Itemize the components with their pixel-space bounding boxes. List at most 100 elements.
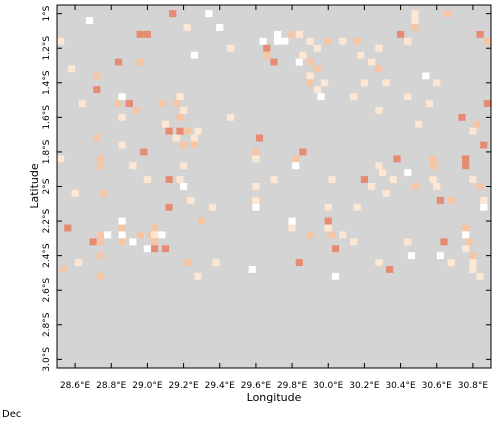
map-cell-light	[180, 162, 188, 170]
map-cell-medium	[198, 217, 206, 225]
map-cell-medium	[93, 134, 101, 142]
map-cell-light	[227, 113, 235, 121]
map-cell-medium	[288, 30, 296, 38]
x-tick-label: 29.4°E	[205, 381, 236, 391]
map-cell-medium	[465, 238, 473, 246]
map-cell-light	[190, 134, 198, 142]
map-cell-dark	[462, 162, 470, 170]
map-cell-medium	[483, 37, 491, 45]
map-cell-light	[212, 259, 220, 266]
map-cell-dark	[93, 86, 101, 94]
map-cell-light	[415, 120, 423, 128]
map-cell-medium	[96, 231, 104, 239]
map-cell-light	[375, 107, 383, 114]
map-cell-white	[118, 231, 126, 239]
map-cell-medium	[180, 141, 188, 149]
map-cell-light	[411, 10, 419, 18]
y-tick-label: 2.2°S	[42, 209, 52, 234]
map-cell-light	[462, 245, 470, 253]
map-cell-light	[433, 183, 441, 190]
x-tick-label: 30.4°E	[385, 381, 416, 391]
y-tick-label: 1.6°S	[42, 105, 52, 130]
map-cell-light	[295, 30, 303, 38]
x-tick-label: 29.0°E	[132, 381, 163, 391]
map-cell-light	[425, 100, 434, 107]
map-cell-white	[129, 238, 137, 246]
map-cell-light	[375, 259, 383, 266]
map-cell-light	[227, 44, 235, 52]
map-cell-medium	[96, 162, 104, 170]
map-cell-light	[306, 37, 314, 45]
map-cell-white	[462, 231, 470, 239]
map-cell-light	[129, 162, 137, 170]
x-axis-ticks: 28.6°E 28.8°E 29.0°E 29.2°E 29.4°E 29.6°E 29.8…	[60, 5, 488, 391]
map-cell-light	[350, 238, 358, 246]
map-cell-white	[180, 183, 188, 190]
map-cell-medium	[136, 58, 144, 66]
y-axis-ticks: 1°S 1.2°S 1.4°S 1.6°S 1.8°S 2°S 2.2°S 2.4°S 2.6°…	[42, 5, 491, 372]
map-cell-light	[183, 24, 191, 31]
map-cell-light	[252, 183, 260, 190]
map-cell-light	[118, 141, 126, 149]
map-cell-dark	[125, 100, 133, 107]
map-cell-white	[274, 37, 282, 45]
map-cell-light	[382, 79, 390, 87]
map-cell-light	[469, 259, 477, 266]
map-cell-dark	[458, 113, 466, 121]
map-cell-medium	[429, 155, 437, 163]
map-cell-medium	[263, 51, 271, 59]
map-cell-dark	[255, 134, 264, 142]
y-tick-label: 3.0°S	[42, 347, 52, 372]
map-cell-white	[292, 162, 300, 170]
map-cell-light	[368, 58, 376, 66]
map-cell-dark	[263, 44, 271, 52]
y-tick-label: 2.4°S	[42, 243, 52, 268]
x-axis-label: Longitude	[247, 391, 302, 404]
map-cell-light	[194, 127, 202, 135]
map-cell-light	[57, 37, 65, 45]
map-cell-dark	[270, 58, 278, 66]
map-cell-light	[469, 176, 477, 183]
map-cell-medium	[176, 113, 184, 121]
map-cell-medium	[292, 155, 300, 163]
map-cell-light	[252, 155, 260, 163]
map-cell-medium	[118, 224, 126, 232]
y-tick-label: 1°S	[42, 5, 52, 21]
map-cell-medium	[60, 266, 68, 273]
map-cell-medium	[151, 224, 159, 232]
y-tick-label: 1.4°S	[42, 70, 52, 95]
map-cell-dark	[386, 266, 394, 273]
map-cell-medium	[469, 252, 477, 260]
map-cell-light	[350, 93, 358, 101]
map-cell-medium	[444, 10, 452, 18]
map-cell-medium	[100, 190, 108, 197]
map-cell-light	[172, 134, 180, 142]
map-cell-medium	[306, 79, 314, 87]
y-tick-label: 1.2°S	[42, 36, 52, 61]
map-cell-light	[476, 272, 484, 280]
map-cell-light	[469, 266, 477, 273]
map-cell-light	[433, 79, 441, 87]
map-cell-dark	[165, 176, 173, 183]
map-cell-white	[158, 231, 166, 239]
map-cell-white	[118, 217, 126, 225]
map-cell-medium	[306, 231, 314, 239]
map-cell-light	[67, 65, 75, 73]
x-tick-label: 28.6°E	[60, 381, 91, 391]
x-tick-label: 30.0°E	[313, 381, 344, 391]
y-tick-label: 1.8°S	[42, 139, 52, 164]
map-cell-light	[143, 176, 151, 183]
map-cell-white	[85, 17, 94, 24]
map-cell-light	[382, 190, 390, 197]
map-cell-light	[339, 231, 347, 239]
map-cell-medium	[190, 141, 198, 149]
map-cell-light	[324, 224, 332, 232]
map-cell-white	[404, 169, 412, 177]
map-cell-light	[353, 203, 361, 211]
map-cell-dark	[89, 238, 97, 246]
y-tick-label: 2.6°S	[42, 278, 52, 303]
map-cell-medium	[411, 183, 419, 190]
map-cell-medium	[183, 259, 191, 266]
map-cell-medium	[96, 252, 104, 260]
